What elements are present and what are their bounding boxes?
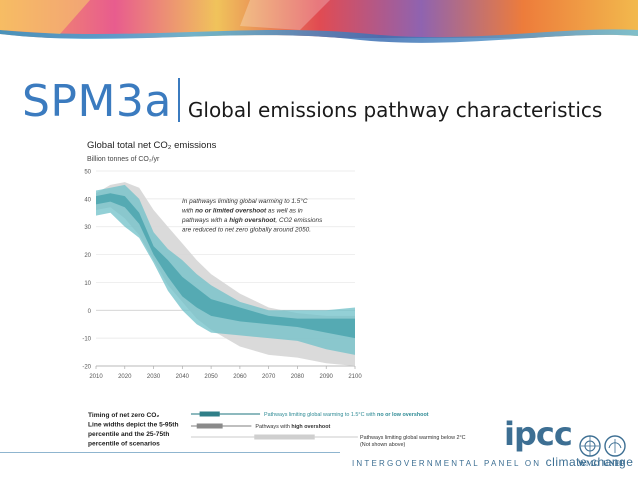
unep-label: UNEP: [603, 459, 625, 468]
timing-label-part: high overshoot: [291, 424, 330, 430]
x-tick-label: 2070: [262, 374, 276, 380]
timing-bar-5-95: [190, 413, 261, 415]
slide-code: SPM3a: [22, 76, 172, 127]
timing-title-line: percentile and the 25-75th: [88, 431, 169, 438]
x-tick-label: 2100: [348, 374, 362, 380]
panel-climate-change: climate change: [545, 455, 634, 469]
y-tick-label: 30: [84, 225, 91, 231]
timing-bar-label: Pathways limiting global warming below 2…: [360, 435, 466, 441]
timing-title-line: Timing of net zero CO₂: [88, 412, 159, 419]
title-separator: [177, 78, 180, 122]
annotation-line: are reduced to net zero globally around …: [182, 227, 311, 234]
timing-bar-label: Pathways limiting global warming to 1.5°…: [264, 412, 429, 418]
annotation-segment: with: [182, 208, 195, 215]
y-tick-label: 10: [84, 281, 91, 287]
x-tick-label: 2030: [147, 374, 161, 380]
timing-bar-25-75: [254, 434, 315, 440]
y-tick-label: -20: [82, 365, 91, 371]
timing-bar-25-75: [199, 411, 220, 417]
unep-emblem-icon: [604, 435, 626, 457]
x-tick-label: 2010: [89, 374, 103, 380]
timing-label-part: Pathways limiting global warming to 1.5°…: [264, 412, 377, 418]
panel-prefix: INTERGOVERNMENTAL PANEL ON: [352, 459, 542, 468]
annotation-line: pathways with a high overshoot, CO2 emis…: [181, 217, 323, 224]
x-tick-label: 2050: [204, 374, 218, 380]
timing-label-part: no or low overshoot: [377, 412, 429, 418]
annotation-segment: high overshoot: [229, 217, 276, 224]
band-low-overshoot-5-95: [96, 184, 355, 355]
y-tick-label: 0: [88, 309, 92, 315]
annotation-segment: no or limited overshoot: [195, 208, 267, 215]
annotation-segment: are reduced to net zero globally around …: [182, 227, 311, 234]
timing-bar-label: Pathways with high overshoot: [255, 424, 330, 430]
x-tick-label: 2090: [320, 374, 334, 380]
annotation-segment: pathways with a: [181, 217, 229, 224]
x-tick-label: 2080: [291, 374, 305, 380]
wmo-emblem-icon: [579, 435, 601, 457]
annotation-segment: In pathways limiting global warming to 1…: [182, 197, 308, 205]
band-low-overshoot-25-75: [96, 193, 355, 339]
timing-label-part: Pathways limiting global warming below 2…: [360, 435, 466, 441]
annotation-line: In pathways limiting global warming to 1…: [182, 197, 308, 205]
annotation-line: with no or limited overshoot as well as …: [182, 208, 303, 215]
y-tick-label: -10: [82, 337, 91, 343]
chart-title: Global total net CO₂ emissions: [87, 140, 217, 151]
annotation-segment: , CO2 emissions: [275, 217, 323, 224]
wmo-label: WMO: [578, 459, 600, 468]
y-tick-label: 20: [84, 253, 91, 259]
x-tick-label: 2020: [118, 374, 132, 380]
x-tick-label: 2060: [233, 374, 247, 380]
timing-label-part: Pathways with: [255, 424, 291, 430]
annotation-segment: as well as in: [266, 208, 303, 215]
timing-bar-sublabel: (Not shown above): [360, 442, 405, 448]
y-tick-label: 40: [84, 197, 91, 203]
y-axis-label: Billion tonnes of CO₂/yr: [87, 156, 160, 163]
decorative-banner: [0, 0, 638, 56]
timing-title-line: Line widths depict the 5-95th: [88, 422, 179, 429]
timing-title-line: percentile of scenarios: [88, 441, 160, 448]
slide-subtitle: Global emissions pathway characteristics: [187, 98, 603, 122]
timing-bar-25-75: [196, 423, 223, 429]
x-tick-label: 2040: [176, 374, 190, 380]
slide-title: SPM3a Global emissions pathway character…: [22, 64, 602, 124]
y-tick-label: 50: [84, 170, 91, 176]
panel-name: INTERGOVERNMENTAL PANEL ON climate chang…: [352, 455, 633, 469]
ipcc-logo: ipcc: [504, 415, 573, 453]
footer-divider: [0, 452, 340, 453]
